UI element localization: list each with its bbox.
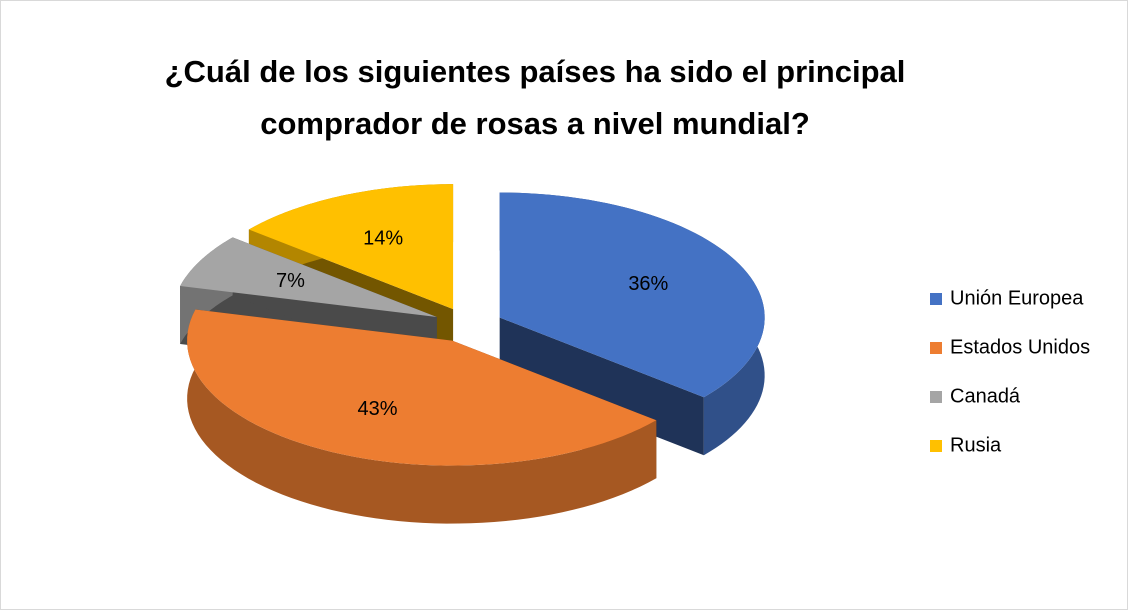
chart-title: comprador de rosas a nivel mundial? (260, 106, 810, 141)
legend-swatch (930, 293, 942, 305)
data-label: 36% (628, 273, 668, 295)
legend-swatch (930, 342, 942, 354)
slice-top (248, 184, 454, 310)
legend-swatch (930, 391, 942, 403)
data-label: 7% (276, 270, 305, 292)
chart-title: ¿Cuál de los siguientes países ha sido e… (165, 54, 906, 89)
slice-wall (187, 309, 657, 524)
slice-top (187, 309, 657, 466)
slice-top (499, 192, 765, 398)
legend-swatch (930, 440, 942, 452)
legend-label: Estados Unidos (950, 336, 1090, 358)
data-label: 14% (363, 227, 403, 249)
legend-label: Canadá (950, 385, 1021, 407)
legend-label: Unión Europea (950, 287, 1084, 309)
data-label: 43% (358, 398, 398, 420)
pie-slice (187, 309, 657, 524)
slice-top (180, 237, 437, 318)
legend-label: Rusia (950, 434, 1002, 456)
